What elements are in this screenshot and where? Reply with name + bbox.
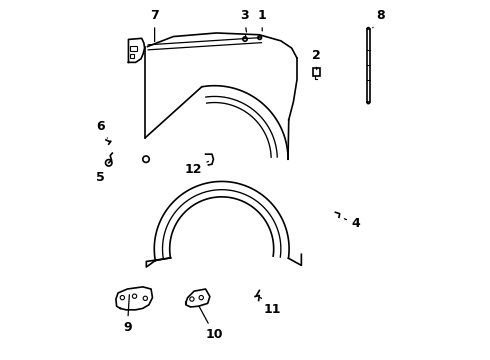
Text: 12: 12 [184, 161, 208, 176]
Text: 10: 10 [199, 306, 223, 341]
Text: 11: 11 [261, 297, 281, 316]
Bar [129, 46, 137, 51]
Text: 4: 4 [344, 217, 361, 230]
Text: 8: 8 [373, 9, 385, 28]
Text: 7: 7 [150, 9, 159, 42]
Text: 6: 6 [97, 120, 107, 138]
Text: 2: 2 [312, 49, 321, 69]
Text: 3: 3 [240, 9, 248, 32]
Bar [129, 54, 134, 58]
Text: 9: 9 [123, 294, 132, 334]
Text: 1: 1 [258, 9, 267, 31]
Bar [313, 68, 319, 76]
Text: 5: 5 [97, 165, 107, 184]
